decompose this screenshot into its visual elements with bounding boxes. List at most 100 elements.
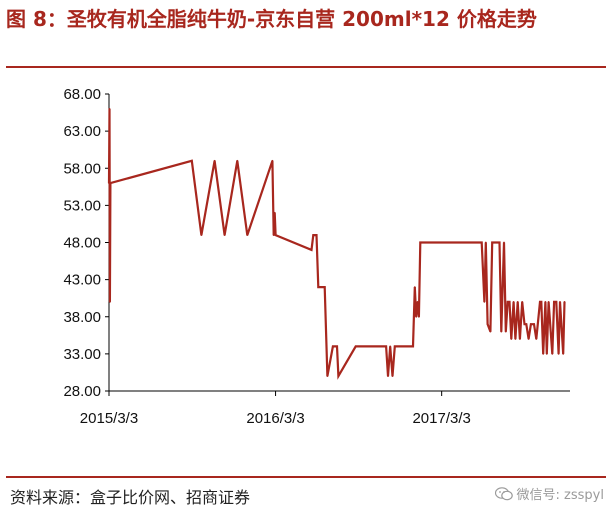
y-tick-label: 53.00: [63, 197, 101, 214]
price-series: [107, 108, 566, 380]
data-point: [559, 301, 561, 303]
data-point: [190, 159, 193, 162]
y-tick-label: 43.00: [63, 272, 101, 289]
data-point: [545, 353, 548, 355]
data-point: [480, 241, 483, 244]
data-point: [213, 159, 216, 162]
x-tick-label: 2016/3/3: [246, 410, 304, 427]
data-point: [519, 338, 521, 340]
watermark-text: 微信号: zsspyl: [516, 488, 604, 503]
data-point: [551, 353, 554, 355]
data-point: [326, 375, 329, 377]
data-point: [336, 345, 338, 348]
data-point: [315, 234, 318, 237]
data-point: [535, 338, 538, 340]
price-line: [107, 108, 566, 380]
source-divider: [6, 476, 606, 478]
data-point: [504, 330, 507, 333]
data-point: [416, 301, 419, 303]
data-point: [557, 353, 560, 355]
data-point: [354, 345, 357, 348]
data-point: [418, 315, 420, 318]
y-tick-label: 48.00: [63, 235, 101, 252]
data-point: [563, 301, 566, 303]
data-point: [272, 234, 275, 237]
data-point: [555, 301, 558, 303]
data-point: [510, 338, 513, 340]
data-point: [486, 323, 489, 326]
data-point: [385, 345, 387, 348]
data-point: [483, 301, 486, 303]
wechat-icon: [494, 486, 513, 500]
data-point: [419, 241, 422, 244]
data-point: [323, 286, 326, 288]
data-point: [317, 286, 320, 288]
data-point: [527, 338, 530, 340]
data-point: [506, 301, 509, 303]
data-point: [516, 301, 519, 303]
data-point: [396, 345, 398, 348]
data-point: [274, 234, 277, 237]
data-point: [391, 375, 394, 377]
data-point: [525, 323, 528, 326]
data-point: [334, 345, 337, 348]
x-axis: 2015/3/3 2016/3/3 2017/3/3: [80, 390, 570, 427]
y-tick-label: 68.00: [63, 86, 101, 103]
figure-title: 图 8：圣牧有机全脂纯牛奶-京东自营 200ml*12 价格走势: [6, 7, 537, 31]
data-point: [514, 338, 517, 340]
x-tick-label: 2017/3/3: [412, 410, 470, 427]
data-point: [223, 234, 226, 237]
data-point: [358, 345, 361, 348]
data-point: [542, 353, 545, 355]
data-point: [489, 330, 492, 333]
data-point: [413, 286, 416, 288]
data-point: [553, 301, 555, 303]
data-point: [544, 301, 547, 303]
data-point: [539, 301, 541, 303]
data-point: [332, 345, 334, 348]
data-point: [312, 234, 315, 237]
data-point: [484, 241, 487, 244]
data-point: [530, 323, 532, 326]
data-point: [246, 234, 249, 237]
data-point: [500, 330, 503, 333]
data-point: [273, 211, 276, 214]
y-tick-label: 38.00: [63, 309, 101, 326]
data-point: [533, 323, 535, 326]
data-point: [491, 241, 494, 244]
title-divider: [6, 66, 606, 68]
data-point: [412, 345, 414, 348]
data-point: [547, 301, 550, 303]
data-point: [521, 301, 524, 303]
watermark: 微信号: zsspyl: [494, 484, 604, 503]
y-tick-label: 63.00: [63, 123, 101, 140]
data-point: [236, 159, 239, 162]
data-point: [109, 182, 112, 185]
data-point: [108, 182, 110, 185]
data-point: [389, 345, 392, 348]
data-point: [109, 301, 111, 303]
data-point: [387, 375, 389, 377]
y-tick-label: 28.00: [63, 383, 101, 400]
data-point: [108, 108, 111, 110]
data-point: [540, 301, 543, 303]
data-point: [310, 249, 313, 251]
source-note: 资料来源：盒子比价网、招商证券: [10, 488, 251, 507]
y-tick-label: 33.00: [63, 346, 101, 363]
data-point: [523, 323, 526, 326]
data-point: [200, 234, 203, 237]
x-tick-label: 2015/3/3: [80, 410, 138, 427]
data-point: [337, 375, 340, 377]
data-point: [423, 241, 426, 244]
data-point: [512, 301, 515, 303]
data-point: [357, 345, 360, 348]
data-point: [503, 241, 505, 244]
y-tick-label: 58.00: [63, 160, 101, 177]
data-point: [508, 301, 511, 303]
data-point: [498, 241, 501, 244]
data-point: [562, 353, 565, 355]
data-point: [393, 345, 396, 348]
y-axis: 68.00 63.00 58.00 53.00 48.00 43.00 38.00 33.00…: [63, 86, 110, 400]
data-point: [271, 159, 274, 162]
